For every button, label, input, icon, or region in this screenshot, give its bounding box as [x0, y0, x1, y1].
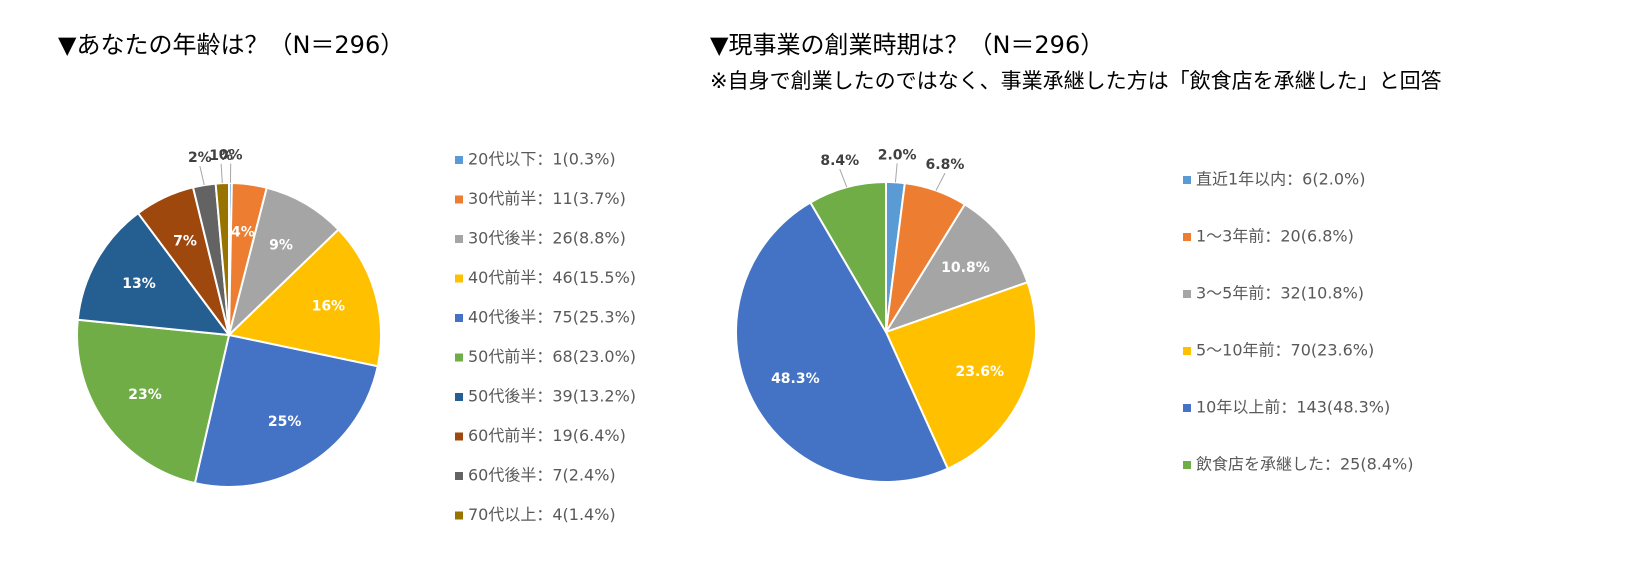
legend-swatch [455, 432, 463, 441]
data-label: 25% [268, 414, 302, 430]
legend-label: 30代前半：11(3.7%) [468, 189, 626, 208]
data-label: 9% [269, 238, 293, 254]
data-label: 1% [209, 148, 233, 164]
data-label: 7% [173, 233, 197, 249]
legend-label: 飲食店を承継した：25(8.4%) [1196, 455, 1414, 474]
data-label: 4% [231, 225, 255, 241]
pie-slice [76, 318, 231, 485]
leader-line [935, 172, 946, 191]
data-label: 2% [188, 150, 212, 166]
chart-title: ▼現事業の創業時期は？（N＝296） [710, 31, 1104, 59]
legend-swatch [1183, 461, 1191, 469]
data-label: 23% [128, 387, 162, 403]
data-label: 6.8% [926, 157, 965, 173]
legend-swatch [455, 472, 463, 480]
legend-swatch [455, 314, 463, 322]
legend-swatch [1183, 404, 1191, 412]
data-label: 10.8% [941, 260, 990, 276]
legend-label: 10年以上前：143(48.3%) [1196, 398, 1390, 417]
legend-label: 1～3年前：20(6.8%) [1196, 227, 1354, 246]
pie-slice [76, 211, 232, 337]
legend-label: 30代後半：26(8.8%) [468, 229, 626, 248]
data-label: 2.0% [878, 147, 917, 163]
pie-slice [883, 203, 1029, 334]
legend-swatch [1183, 233, 1191, 241]
leader-line [199, 165, 205, 186]
data-label: 8.4% [820, 153, 859, 169]
legend-label: 70代以上：4(1.4%) [468, 505, 616, 524]
pie-slice [227, 186, 340, 339]
legend-label: 50代後半：39(13.2%) [468, 387, 636, 406]
chart-subtitle: ※自身で創業したのではなく、事業承継した方は「飲食店を承継した」と回答 [710, 69, 1442, 93]
legend-label: 50代前半：68(23.0%) [468, 347, 636, 366]
pie-slice [214, 181, 230, 336]
legend-swatch [1183, 347, 1191, 355]
legend-label: 40代前半：46(15.5%) [468, 268, 636, 287]
data-label: 23.6% [955, 364, 1004, 380]
legend-label: 40代後半：75(25.3%) [468, 308, 636, 327]
leader-line [839, 168, 848, 188]
legend-swatch [455, 156, 463, 164]
legend-label: 60代前半：19(6.4%) [468, 426, 626, 445]
legend-swatch [1183, 176, 1191, 184]
pie-slice [226, 228, 382, 368]
legend-swatch [1183, 290, 1191, 298]
legend-swatch [455, 195, 463, 204]
data-label: 48.3% [771, 371, 820, 387]
pie-slice [193, 333, 379, 488]
legend-label: 20代以下：1(0.3%) [468, 150, 616, 169]
leader-line [220, 163, 223, 184]
pie-slice [884, 280, 1037, 471]
legend-swatch [455, 353, 463, 362]
legend-label: 5～10年前：70(23.6%) [1196, 341, 1374, 360]
legend-label: 直近1年以内：6(2.0%) [1196, 170, 1366, 189]
leader-line [894, 163, 898, 183]
legend-swatch [455, 274, 463, 283]
data-label: 16% [312, 298, 346, 314]
legend-label: 3～5年前：32(10.8%) [1196, 284, 1364, 303]
legend-swatch [455, 511, 463, 520]
data-label: 0% [219, 148, 243, 164]
legend-swatch [455, 235, 463, 243]
pie-slice [735, 201, 950, 483]
data-label: 13% [122, 276, 156, 292]
legend-swatch [455, 393, 463, 401]
chart-title: ▼あなたの年齢は？（N＝296） [58, 31, 404, 59]
legend-label: 60代後半：7(2.4%) [468, 466, 616, 485]
